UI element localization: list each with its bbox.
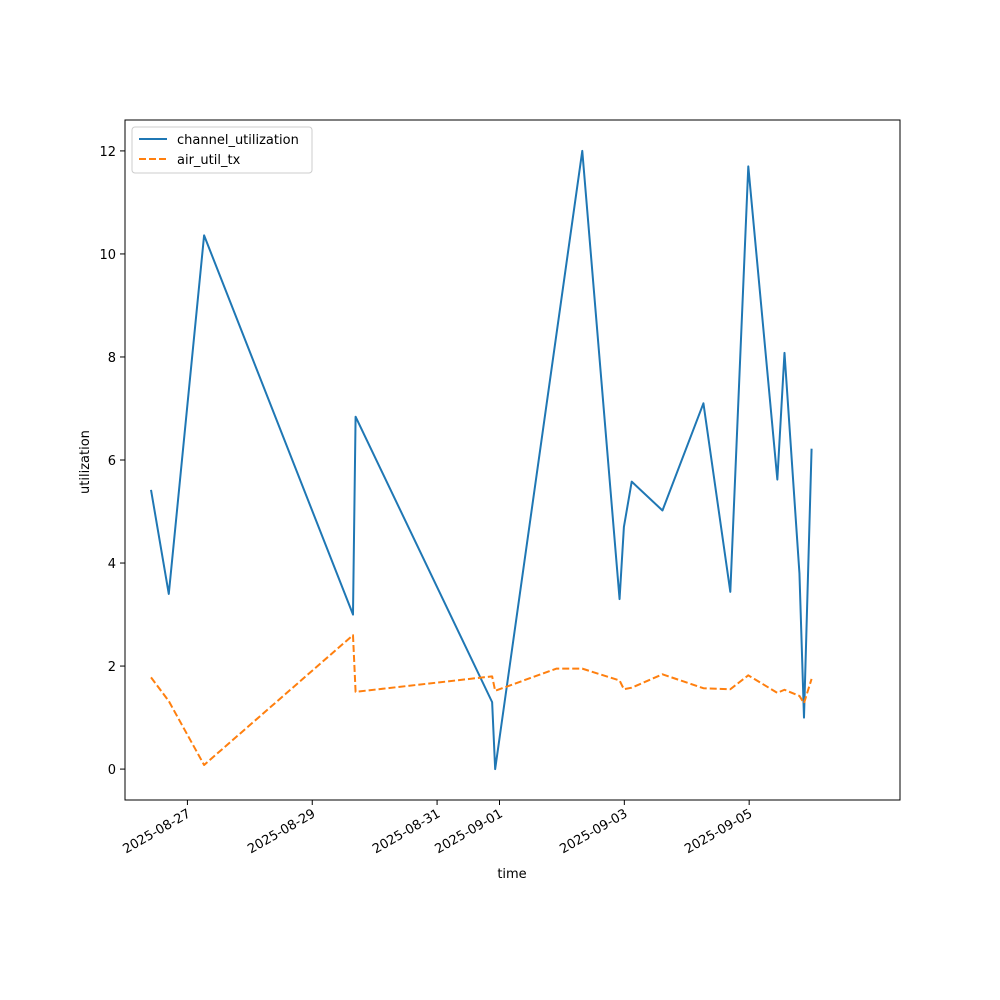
y-tick-label: 12 — [99, 145, 116, 160]
legend-box — [131, 126, 313, 174]
y-tick-label: 6 — [108, 454, 116, 469]
y-tick-label: 2 — [108, 660, 116, 675]
y-axis-title: utilization — [78, 430, 93, 494]
x-axis-title: time — [497, 867, 526, 882]
y-tick-label: 8 — [108, 351, 116, 366]
series-layer — [150, 149, 813, 771]
legend-label-air-util-tx: air_util_tx — [177, 153, 241, 168]
series-line-channel-utilization — [150, 149, 813, 771]
y-tick-label: 4 — [108, 557, 116, 572]
legend-label-channel-utilization: channel_utilization — [177, 133, 299, 148]
y-tick-label: 0 — [108, 763, 116, 778]
y-axis: 0 2 4 6 8 10 12 — [99, 145, 125, 778]
y-tick-label: 10 — [99, 248, 116, 263]
series-line-air-util-tx — [150, 634, 813, 766]
plot-area — [125, 120, 900, 800]
legend: channel_utilization air_util_tx — [131, 126, 313, 174]
